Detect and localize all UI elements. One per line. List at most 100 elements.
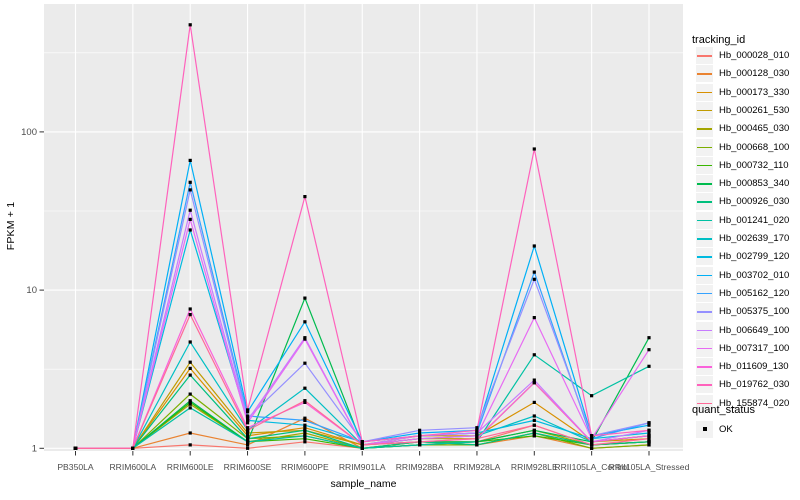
data-point-marker <box>475 426 479 430</box>
legend-item-Hb_000128_030: Hb_000128_030 <box>696 65 789 83</box>
data-point-marker <box>418 428 422 432</box>
legend-item-Hb_000261_530: Hb_000261_530 <box>696 101 789 119</box>
legend-item-Hb_155874_020: Hb_155874_020 <box>696 394 789 412</box>
legend-item-label: Hb_155874_020 <box>719 397 790 409</box>
legend-item-label: Hb_002639_170 <box>719 233 790 244</box>
data-point-marker <box>188 399 192 403</box>
data-point-marker <box>303 426 307 430</box>
data-point-marker <box>475 443 479 447</box>
legend-line-swatch <box>697 256 712 258</box>
data-point-marker <box>303 423 307 427</box>
data-point-marker <box>303 418 307 422</box>
data-point-marker <box>131 446 135 450</box>
data-point-marker <box>246 431 250 435</box>
data-point-marker <box>246 408 250 412</box>
legend-item-Hb_011609_130: Hb_011609_130 <box>696 358 789 376</box>
legend-key-swatch <box>696 47 713 64</box>
legend-item-Hb_007317_100: Hb_007317_100 <box>696 339 789 357</box>
data-point-marker <box>188 228 192 232</box>
legend-item-label: Hb_000732_110 <box>719 159 789 171</box>
data-point-marker <box>475 440 479 444</box>
data-point-marker <box>590 443 594 447</box>
data-point-marker <box>418 440 422 444</box>
data-point-marker <box>246 426 250 430</box>
legend-key-swatch <box>696 248 713 266</box>
legend-key-swatch <box>696 394 713 412</box>
data-point-marker <box>303 296 307 300</box>
data-point-marker <box>303 416 307 420</box>
data-point-marker <box>532 414 536 418</box>
legend-line-swatch <box>697 91 712 94</box>
data-point-marker <box>246 440 250 444</box>
x-tick-label: PB350LA <box>57 462 94 472</box>
legend-item-Hb_000853_340: Hb_000853_340 <box>696 175 789 193</box>
data-point-marker <box>360 443 364 447</box>
data-point-marker <box>590 434 594 438</box>
data-point-marker <box>532 244 536 248</box>
legend-line-swatch <box>697 292 712 295</box>
legend-line-swatch <box>697 384 712 386</box>
data-point-marker <box>303 337 307 341</box>
legend-key-swatch <box>696 321 713 339</box>
data-point-marker <box>303 400 307 404</box>
legend-item-label: Hb_002799_120 <box>719 251 790 263</box>
data-point-marker <box>475 434 479 438</box>
data-point-marker <box>188 217 192 221</box>
data-point-marker <box>532 316 536 320</box>
legend-item-label: Hb_001241_020 <box>719 214 790 226</box>
data-point-marker <box>418 443 422 447</box>
legend-line-swatch <box>697 329 712 332</box>
legend-key-swatch <box>696 193 713 211</box>
legend-item-label: Hb_007317_100 <box>719 342 790 354</box>
legend-key-swatch <box>696 358 713 376</box>
data-point-marker <box>303 440 307 444</box>
legend-line-swatch <box>697 219 712 222</box>
data-point-marker <box>590 440 594 444</box>
x-tick-label: RRII105LA_Control <box>554 462 629 472</box>
legend-key-swatch <box>696 303 713 321</box>
legend-item-Hb_000028_010: Hb_000028_010 <box>696 47 789 65</box>
data-point-marker <box>303 428 307 432</box>
data-point-marker <box>360 440 364 444</box>
legend-line-swatch <box>697 238 712 240</box>
data-point-marker <box>303 437 307 441</box>
legend-key-swatch <box>696 65 713 83</box>
legend-item-label: Hb_000128_030 <box>719 68 790 80</box>
data-point-marker <box>647 440 651 444</box>
quant-status-label: OK <box>719 423 733 435</box>
data-point-marker <box>246 414 250 418</box>
data-point-marker <box>246 421 250 425</box>
legend-item-label: Hb_003702_010 <box>719 269 790 281</box>
data-point-marker <box>188 180 192 184</box>
data-point-marker <box>246 437 250 441</box>
legend-item-label: Hb_000853_340 <box>719 178 790 190</box>
data-point-marker <box>532 400 536 404</box>
data-point-marker <box>532 270 536 274</box>
data-point-marker <box>188 23 192 27</box>
data-point-marker <box>532 277 536 281</box>
data-point-marker <box>188 392 192 396</box>
data-point-marker <box>647 336 651 340</box>
legend-item-Hb_002799_120: Hb_002799_120 <box>696 248 789 266</box>
legend-key-swatch <box>696 156 713 174</box>
data-point-marker <box>532 423 536 427</box>
legend-item-label: Hb_000028_010 <box>719 50 790 61</box>
legend-line-swatch <box>697 274 712 277</box>
legend-line-swatch <box>697 366 712 368</box>
legend-item-label: Hb_000261_530 <box>719 104 790 116</box>
data-point-marker <box>532 353 536 357</box>
legend-key-swatch <box>696 120 713 138</box>
data-point-marker <box>647 434 651 438</box>
legend-item-Hb_000668_100: Hb_000668_100 <box>696 138 789 156</box>
x-tick-label: RRII105LA_Stressed <box>609 462 690 472</box>
legend-line-swatch <box>697 128 712 130</box>
legend-line-swatch <box>697 402 712 405</box>
legend-key-swatch <box>696 211 713 229</box>
x-tick-label: RRIM901LA <box>339 462 386 472</box>
plot-panel <box>44 4 683 451</box>
data-point-marker <box>532 418 536 422</box>
data-point-marker <box>188 431 192 435</box>
data-point-marker <box>188 366 192 370</box>
data-point-marker <box>188 158 192 162</box>
